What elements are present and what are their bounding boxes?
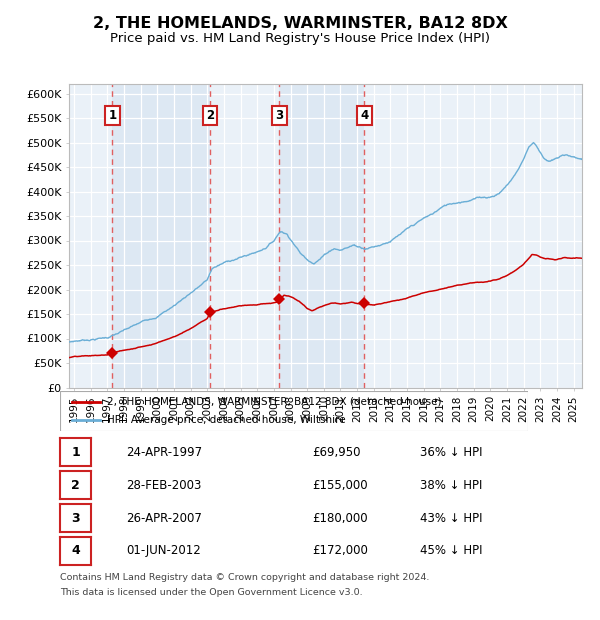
Text: 26-APR-2007: 26-APR-2007 — [126, 512, 202, 525]
Text: 2: 2 — [71, 479, 80, 492]
Text: Contains HM Land Registry data © Crown copyright and database right 2024.: Contains HM Land Registry data © Crown c… — [60, 574, 430, 583]
Text: 3: 3 — [275, 109, 283, 122]
Text: HPI: Average price, detached house, Wiltshire: HPI: Average price, detached house, Wilt… — [107, 415, 346, 425]
Bar — [112, 84, 210, 388]
Text: 2, THE HOMELANDS, WARMINSTER, BA12 8DX (detached house): 2, THE HOMELANDS, WARMINSTER, BA12 8DX (… — [107, 397, 442, 407]
Bar — [210, 84, 279, 388]
Text: 2: 2 — [206, 109, 214, 122]
Text: Price paid vs. HM Land Registry's House Price Index (HPI): Price paid vs. HM Land Registry's House … — [110, 32, 490, 45]
Bar — [364, 84, 582, 388]
Bar — [279, 84, 364, 388]
Text: 4: 4 — [360, 109, 368, 122]
Text: 1: 1 — [109, 109, 116, 122]
Text: 3: 3 — [71, 512, 80, 525]
Text: 38% ↓ HPI: 38% ↓ HPI — [420, 479, 482, 492]
Text: 28-FEB-2003: 28-FEB-2003 — [126, 479, 202, 492]
Text: 1: 1 — [71, 446, 80, 459]
Text: 2, THE HOMELANDS, WARMINSTER, BA12 8DX: 2, THE HOMELANDS, WARMINSTER, BA12 8DX — [92, 16, 508, 30]
Text: £172,000: £172,000 — [312, 544, 368, 557]
Bar — [69, 84, 112, 388]
Text: 01-JUN-2012: 01-JUN-2012 — [126, 544, 201, 557]
Text: This data is licensed under the Open Government Licence v3.0.: This data is licensed under the Open Gov… — [60, 588, 362, 597]
Text: 24-APR-1997: 24-APR-1997 — [126, 446, 202, 459]
Text: 4: 4 — [71, 544, 80, 557]
Text: £155,000: £155,000 — [312, 479, 368, 492]
Text: 45% ↓ HPI: 45% ↓ HPI — [420, 544, 482, 557]
Text: 36% ↓ HPI: 36% ↓ HPI — [420, 446, 482, 459]
Text: £180,000: £180,000 — [312, 512, 368, 525]
Text: £69,950: £69,950 — [312, 446, 361, 459]
Text: 43% ↓ HPI: 43% ↓ HPI — [420, 512, 482, 525]
